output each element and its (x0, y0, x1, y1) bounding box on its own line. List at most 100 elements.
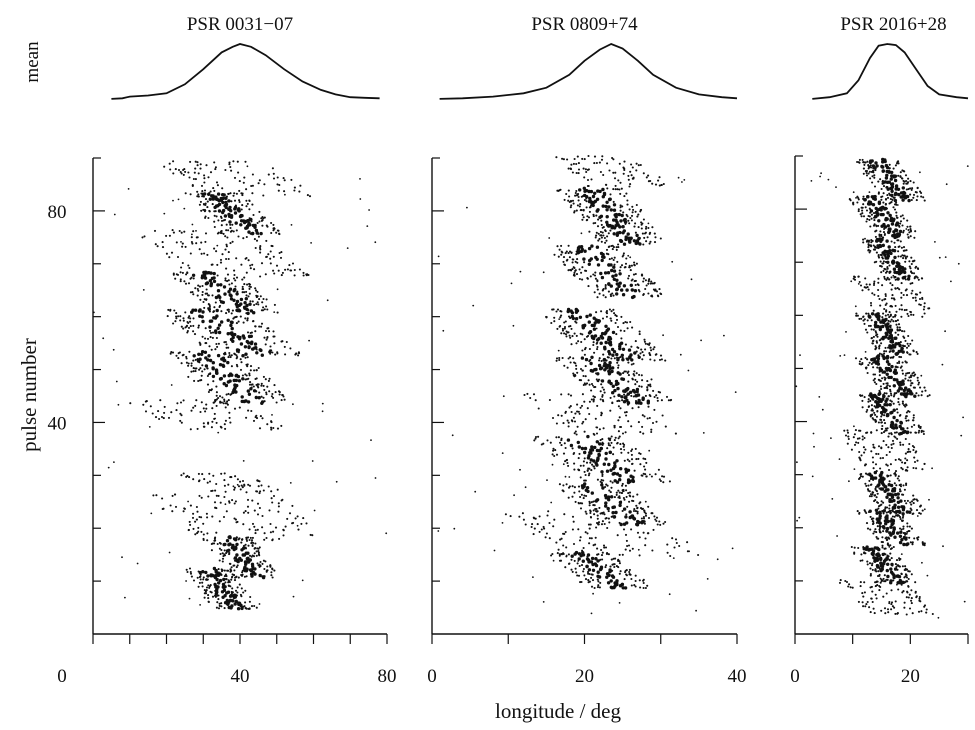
subpulse-dot (901, 361, 904, 364)
subpulse-dot (639, 586, 642, 589)
subpulse-dot (600, 412, 603, 415)
subpulse-dot (202, 538, 205, 542)
subpulse-dot (885, 354, 890, 359)
subpulse-dot (871, 340, 875, 343)
subpulse-dot (577, 502, 581, 505)
subpulse-dot (604, 285, 607, 289)
subpulse-dot (550, 554, 553, 557)
subpulse-dot (256, 385, 259, 388)
subpulse-dot (246, 505, 250, 508)
subpulse-dot (584, 168, 587, 171)
subpulse-dot (897, 270, 901, 275)
subpulse-dot (628, 510, 632, 514)
subpulse-dot (569, 316, 572, 320)
subpulse-dot (601, 473, 604, 476)
subpulse-dot (244, 589, 247, 592)
subpulse-dot (581, 559, 585, 563)
subpulse-dot (257, 182, 260, 185)
subpulse-dot (206, 367, 209, 370)
subpulse-dot (893, 275, 896, 278)
subpulse-dot (605, 517, 608, 520)
subpulse-dot (889, 282, 892, 285)
subpulse-dot (888, 264, 891, 267)
subpulse-dot (914, 299, 918, 302)
subpulse-dot (617, 489, 620, 492)
subpulse-dot (205, 288, 208, 291)
subpulse-dot (878, 480, 882, 484)
subpulse-dot (881, 262, 884, 265)
subpulse-dot (648, 242, 651, 245)
drift-band (558, 482, 667, 527)
subpulse-dot (188, 567, 192, 570)
subpulse-dot (637, 406, 640, 409)
subpulse-dot (887, 346, 890, 349)
subpulse-dot (612, 171, 615, 174)
subpulse-dot (876, 484, 880, 488)
subpulse-dot (262, 297, 265, 301)
subpulse-dot (616, 534, 619, 537)
subpulse-dot (899, 420, 903, 425)
subpulse-dot (224, 168, 227, 172)
subpulse-dot (895, 310, 898, 313)
subpulse-dot (251, 223, 256, 228)
subpulse-dot (878, 589, 881, 592)
subpulse-dot (573, 468, 576, 471)
subpulse-dot (588, 199, 592, 203)
subpulse-dot (907, 530, 910, 533)
subpulse-dot (246, 551, 250, 555)
subpulse-dot (905, 542, 909, 547)
subpulse-dot (266, 336, 269, 339)
subpulse-dot (585, 335, 589, 338)
subpulse-dot (644, 514, 648, 517)
subpulse-dot (853, 276, 856, 279)
subpulse-dot (607, 290, 610, 293)
subpulse-dot (243, 276, 246, 279)
subpulse-dot (223, 554, 227, 557)
subpulse-dot (225, 578, 228, 581)
subpulse-dot (586, 434, 590, 439)
subpulse-dot (600, 158, 604, 161)
subpulse-dot (218, 578, 223, 583)
subpulse-dot (188, 320, 192, 323)
subpulse-dot (251, 192, 254, 195)
subpulse-dot (185, 355, 188, 358)
subpulse-dot (217, 607, 221, 610)
subpulse-dot (237, 171, 240, 174)
subpulse-dot (866, 371, 869, 375)
subpulse-dot (181, 354, 184, 357)
drift-band (850, 545, 917, 585)
subpulse-dot (245, 491, 248, 494)
subpulse-dot (555, 436, 558, 439)
subpulse-dot (861, 438, 864, 441)
subpulse-dot (199, 367, 202, 370)
subpulse-dot (176, 255, 180, 259)
subpulse-dot (185, 324, 189, 327)
subpulse-dot (612, 232, 616, 236)
subpulse-dot (913, 460, 917, 464)
subpulse-dot (594, 461, 598, 465)
subpulse-dot (192, 370, 195, 373)
subpulse-dot (286, 517, 289, 520)
subpulse-dot (244, 160, 247, 163)
subpulse-dot (904, 437, 907, 441)
subpulse-dot (899, 459, 902, 462)
subpulse-dot (162, 417, 165, 420)
subpulse-dot (221, 595, 225, 599)
subpulse-dot (632, 495, 635, 498)
subpulse-dot (652, 348, 655, 351)
noise-dot (683, 179, 686, 181)
subpulse-dot (615, 246, 618, 249)
subpulse-dot (881, 299, 884, 302)
subpulse-dot (220, 548, 223, 552)
subpulse-dot (213, 537, 216, 540)
subpulse-dot (606, 235, 609, 238)
subpulse-dot (250, 574, 254, 578)
subpulse-dot (612, 505, 616, 509)
subpulse-dot (622, 252, 625, 255)
subpulse-dot (201, 364, 204, 367)
subpulse-dot (886, 492, 890, 496)
subpulse-dot (598, 442, 602, 446)
noise-dot (301, 579, 304, 582)
subpulse-dot (621, 509, 624, 513)
subpulse-dot (618, 503, 622, 508)
